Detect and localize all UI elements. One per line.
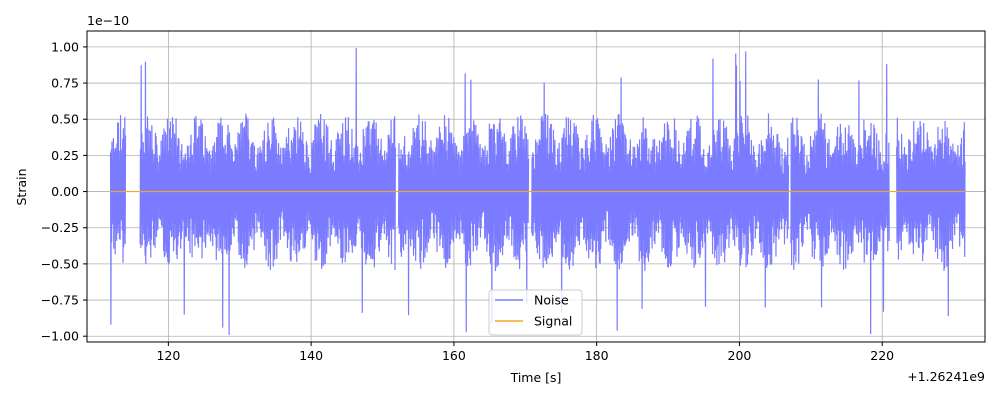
plot-area <box>109 48 966 335</box>
legend-box <box>488 289 583 336</box>
x-axis-ticks: 120 140 160 180 200 220 <box>156 342 894 363</box>
x-axis-label: Time [s] <box>510 370 562 385</box>
y-tick-label: −0.25 <box>41 220 79 235</box>
y-axis-ticks: −1.00 −0.75 −0.50 −0.25 0.00 0.25 0.50 0.75 1.00 <box>41 39 87 344</box>
x-axis-offset-label: +1.26241e9 <box>907 369 985 384</box>
legend-signal-label: Signal <box>534 314 572 329</box>
x-tick-label: 120 <box>156 348 180 363</box>
x-tick-label: 140 <box>299 348 323 363</box>
y-axis-scale-label: 1e−10 <box>87 13 129 28</box>
y-axis-label: Strain <box>14 168 29 205</box>
legend: Noise Signal <box>488 289 583 336</box>
plot-frame <box>86 30 986 343</box>
y-tick-label: 0.50 <box>51 112 79 127</box>
x-tick-label: 160 <box>442 348 466 363</box>
y-tick-label: 1.00 <box>51 39 79 54</box>
legend-noise-label: Noise <box>534 293 569 308</box>
y-tick-label: −0.75 <box>41 293 79 308</box>
y-tick-label: 0.75 <box>51 76 79 91</box>
x-tick-label: 180 <box>585 348 609 363</box>
x-tick-label: 200 <box>728 348 752 363</box>
y-tick-label: 0.00 <box>51 184 79 199</box>
y-tick-label: −0.50 <box>41 256 79 271</box>
y-tick-label: −1.00 <box>41 329 79 344</box>
x-tick-label: 220 <box>870 348 894 363</box>
y-tick-label: 0.25 <box>51 148 79 163</box>
noise-series-line <box>109 48 966 335</box>
